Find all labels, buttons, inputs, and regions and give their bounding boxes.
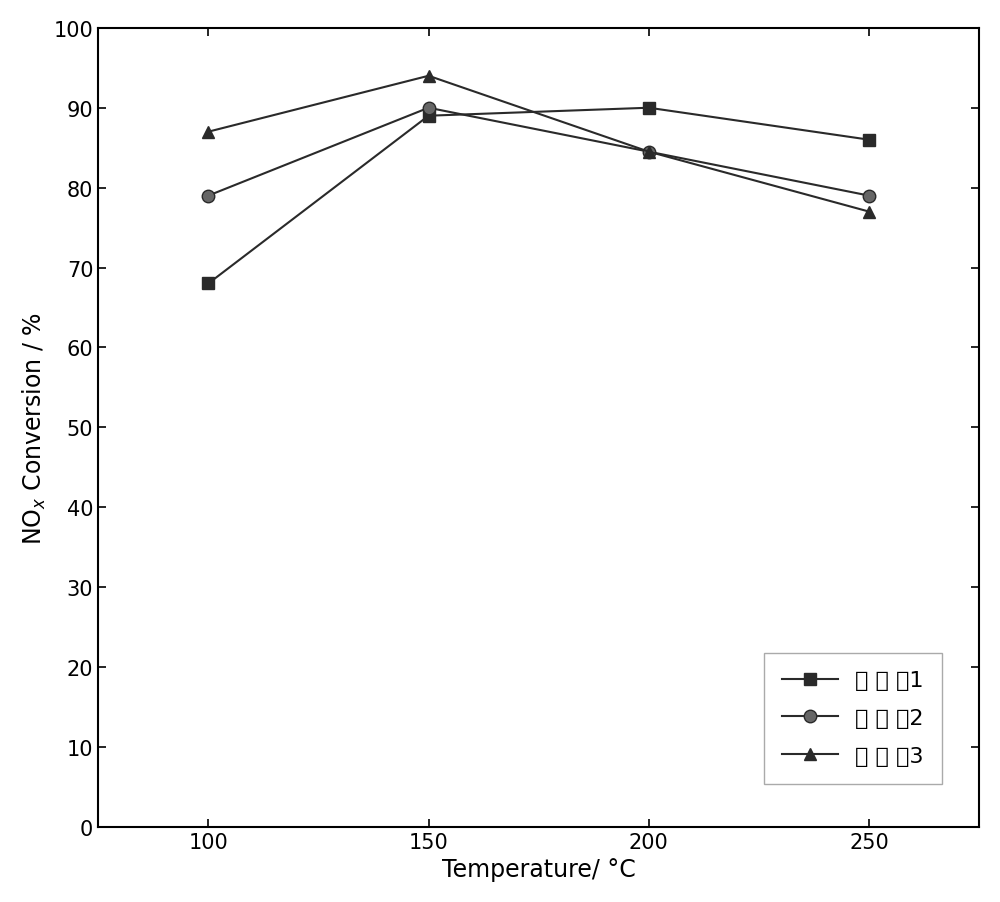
Line: 实施例2: 实施例2	[202, 102, 875, 203]
实施例1	[202, 279, 214, 290]
Y-axis label: NO$_x$ Conversion / %: NO$_x$ Conversion / %	[21, 311, 48, 544]
实施例2	[423, 103, 435, 114]
Legend: 实 施 例1, 实 施 例2, 实 施 例3: 实 施 例1, 实 施 例2, 实 施 例3	[764, 653, 942, 784]
实施例3	[863, 207, 875, 217]
实施例1	[423, 111, 435, 122]
实施例2	[863, 191, 875, 202]
Line: 实施例3: 实施例3	[202, 70, 875, 218]
实施例3	[423, 71, 435, 82]
实施例3	[202, 127, 214, 138]
实施例1	[863, 135, 875, 146]
X-axis label: Temperature/ °C: Temperature/ °C	[442, 857, 636, 881]
实施例2	[643, 147, 655, 158]
实施例2	[202, 191, 214, 202]
实施例3	[643, 147, 655, 158]
Line: 实施例1: 实施例1	[202, 102, 875, 290]
实施例1	[643, 103, 655, 114]
